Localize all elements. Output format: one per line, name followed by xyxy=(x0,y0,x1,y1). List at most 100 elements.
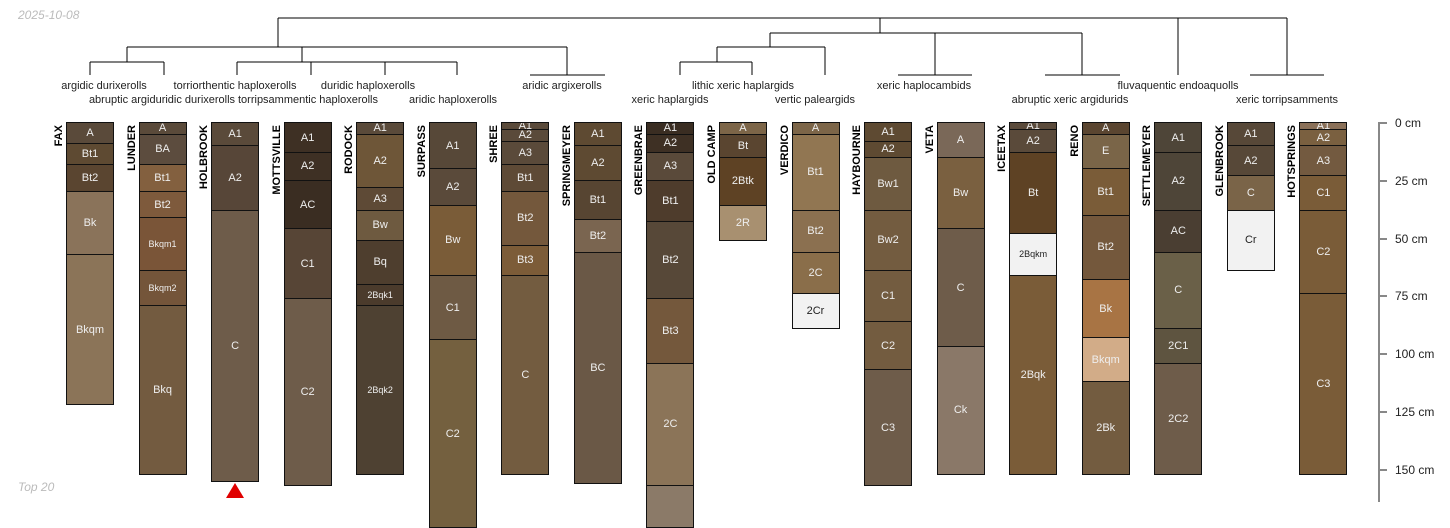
horizon: 2C1 xyxy=(1154,327,1203,364)
profile-name: HOLBROOK xyxy=(198,125,211,190)
axis-tick-label: 25 cm xyxy=(1395,173,1428,188)
horizon: Bw xyxy=(428,205,477,276)
horizon xyxy=(646,485,695,528)
horizon: 2Bqk2 xyxy=(356,304,405,475)
taxon-label: lithic xeric haplargids xyxy=(691,80,795,92)
horizon: C2 xyxy=(1299,209,1348,295)
horizon: Bt2 xyxy=(501,191,550,246)
axis-tick xyxy=(1378,411,1387,414)
horizon: A1 xyxy=(864,122,913,142)
horizon: C1 xyxy=(864,270,913,322)
axis-tick xyxy=(1378,179,1387,182)
profile-name: SETTLEMEYER xyxy=(1141,125,1154,207)
horizon: Bt2 xyxy=(66,163,114,193)
horizon: Bk xyxy=(1081,279,1130,339)
horizon: Bt xyxy=(1009,152,1058,235)
horizon: A xyxy=(66,122,114,144)
horizon: Bt2 xyxy=(791,209,840,253)
horizon: Bw xyxy=(936,156,985,230)
horizon: A2 xyxy=(864,140,913,158)
profile-name: RENO xyxy=(1068,125,1081,157)
profile-name: HOTSPRINGS xyxy=(1286,125,1299,198)
horizon: Bt1 xyxy=(138,163,187,193)
horizon: A3 xyxy=(501,140,550,165)
horizon: A xyxy=(936,122,985,158)
axis-tick xyxy=(1378,122,1387,124)
horizon: Bt2 xyxy=(1081,214,1130,281)
horizon: A1 xyxy=(283,122,332,154)
truncation-marker-icon xyxy=(226,482,245,498)
profile-name: MOTTSVILLE xyxy=(270,125,283,195)
profile-name: GREENBRAE xyxy=(633,125,646,196)
horizon: C2 xyxy=(283,297,332,487)
horizon: Bw xyxy=(356,209,405,241)
horizon: C3 xyxy=(1299,293,1348,475)
horizon: Bw1 xyxy=(864,156,913,211)
taxon-label: xeric torripsamments xyxy=(1235,94,1339,106)
taxon-label: abruptic argiduridic durixerolls xyxy=(88,94,236,106)
taxon-label: xeric haplargids xyxy=(631,94,709,106)
profile-name: SPRINGMEYER xyxy=(560,125,573,207)
horizon: A2 xyxy=(1154,152,1203,211)
horizon: A2 xyxy=(646,133,695,154)
taxon-label: torripsammentic haploxerolls xyxy=(238,94,378,106)
horizon: A1 xyxy=(1226,122,1275,147)
horizon: Bt1 xyxy=(501,163,550,193)
horizon: Bt xyxy=(718,133,767,158)
profile-name: VETA xyxy=(923,125,936,154)
axis-tick-label: 0 cm xyxy=(1395,116,1422,130)
profile-name: VERDICO xyxy=(778,125,791,176)
horizon: 2C xyxy=(791,251,840,295)
axis-tick-label: 150 cm xyxy=(1395,462,1435,477)
horizon: 2Bqkm xyxy=(1009,233,1058,276)
horizon: Bw2 xyxy=(864,209,913,272)
horizon: AC xyxy=(283,179,332,230)
axis-tick xyxy=(1378,295,1387,298)
horizon: C2 xyxy=(864,320,913,371)
taxon-label: aridic argixerolls xyxy=(522,80,602,92)
horizon: C xyxy=(936,228,985,348)
footer-label: Top 20 xyxy=(18,480,55,494)
horizon: C1 xyxy=(283,228,332,299)
horizon: C xyxy=(501,274,550,475)
horizon: Ck xyxy=(936,346,985,475)
dendrogram xyxy=(89,17,1324,76)
axis-tick-label: 100 cm xyxy=(1395,347,1435,362)
horizon: Cr xyxy=(1226,209,1275,272)
horizon: Bt1 xyxy=(66,142,114,165)
horizon: Bkq xyxy=(138,304,187,475)
profile-name: RODOCK xyxy=(343,125,356,174)
horizon: A2 xyxy=(1226,145,1275,177)
horizon: E xyxy=(1081,133,1130,170)
horizon: Bt3 xyxy=(501,244,550,276)
horizon: C xyxy=(211,209,260,482)
horizon: 2Cr xyxy=(791,293,840,329)
horizon: Bt1 xyxy=(791,133,840,211)
horizon: BC xyxy=(573,251,622,484)
profile-name: ICEETAX xyxy=(996,125,1009,172)
horizon: A2 xyxy=(1299,128,1348,147)
horizon: Bkqm xyxy=(1081,337,1130,383)
taxon-label: argidic durixerolls xyxy=(61,80,147,92)
depth-axis xyxy=(1378,122,1380,502)
horizon: A2 xyxy=(283,152,332,181)
taxon-label: fluvaquentic endoaquolls xyxy=(1117,80,1239,92)
taxon-label: aridic haploxerolls xyxy=(408,94,498,106)
horizon: Bk xyxy=(66,191,114,255)
horizon: Bkqm2 xyxy=(138,270,187,306)
horizon: 2Btk xyxy=(718,156,767,207)
horizon: 2Bk xyxy=(1081,381,1130,475)
horizon: 2C xyxy=(646,362,695,487)
horizon: 2C2 xyxy=(1154,362,1203,475)
horizon: A2 xyxy=(428,168,477,207)
horizon: C1 xyxy=(1299,175,1348,211)
horizon: C2 xyxy=(428,339,477,528)
horizon: Bq xyxy=(356,239,405,285)
horizon: 2Bqk1 xyxy=(356,283,405,306)
axis-tick xyxy=(1378,468,1387,471)
date-label: 2025-10-08 xyxy=(18,8,80,22)
horizon: A2 xyxy=(573,145,622,181)
taxon-label: abruptic xeric argidurids xyxy=(1011,94,1129,106)
horizon: Bt1 xyxy=(573,179,622,221)
horizon: Bt2 xyxy=(573,219,622,253)
